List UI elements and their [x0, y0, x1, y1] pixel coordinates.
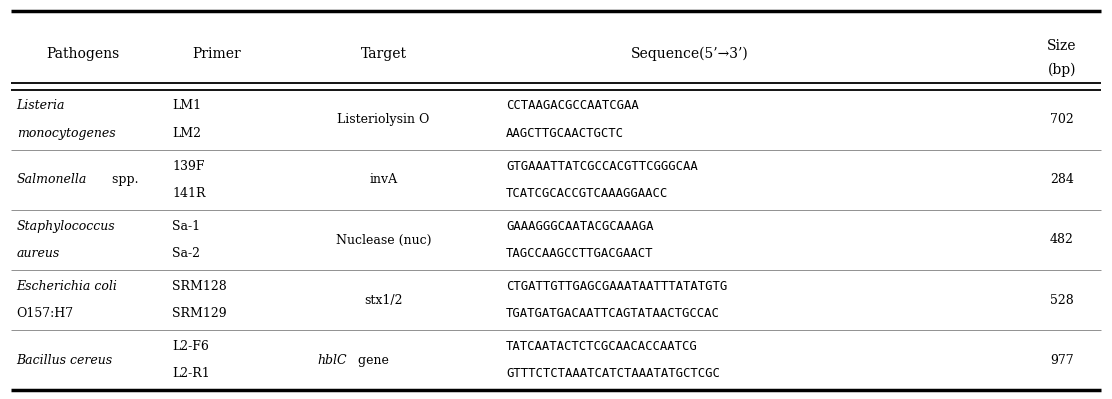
Text: Staphylococcus: Staphylococcus	[17, 220, 116, 233]
Text: stx1/2: stx1/2	[365, 294, 403, 306]
Text: L2-F6: L2-F6	[172, 340, 209, 353]
Text: 977: 977	[1050, 354, 1074, 367]
Text: 482: 482	[1050, 233, 1074, 247]
Text: monocytogenes: monocytogenes	[17, 127, 116, 140]
Text: Nuclease (nuc): Nuclease (nuc)	[336, 233, 431, 247]
Text: Listeria: Listeria	[17, 99, 66, 113]
Text: Listeriolysin O: Listeriolysin O	[337, 113, 430, 126]
Text: Size: Size	[1048, 39, 1076, 53]
Text: Pathogens: Pathogens	[47, 47, 120, 61]
Text: 284: 284	[1050, 174, 1074, 186]
Text: CCTAAGACGCCAATCGAA: CCTAAGACGCCAATCGAA	[506, 99, 638, 113]
Text: gene: gene	[354, 354, 388, 367]
Text: hblC: hblC	[317, 354, 347, 367]
Text: Sequence(5’→3’): Sequence(5’→3’)	[631, 47, 748, 61]
Text: TATCAATACTCTCGCAACACCAATCG: TATCAATACTCTCGCAACACCAATCG	[506, 340, 697, 353]
Text: SRM128: SRM128	[172, 280, 227, 293]
Text: 139F: 139F	[172, 160, 205, 173]
Text: Primer: Primer	[192, 47, 241, 61]
Text: 528: 528	[1050, 294, 1074, 306]
Text: GTTTCTCTAAATCATCTAAATATGCTCGC: GTTTCTCTAAATCATCTAAATATGCTCGC	[506, 367, 719, 381]
Text: Salmonella: Salmonella	[17, 174, 87, 186]
Text: AAGCTTGCAACTGCTC: AAGCTTGCAACTGCTC	[506, 127, 624, 140]
Text: spp.: spp.	[108, 174, 138, 186]
Text: Bacillus cereus: Bacillus cereus	[17, 354, 112, 367]
Text: CTGATTGTTGAGCGAAATAATTTATATGTG: CTGATTGTTGAGCGAAATAATTTATATGTG	[506, 280, 727, 293]
Text: LM2: LM2	[172, 127, 201, 140]
Text: Sa-1: Sa-1	[172, 220, 200, 233]
Text: Sa-2: Sa-2	[172, 247, 200, 260]
Text: invA: invA	[369, 174, 398, 186]
Text: (bp): (bp)	[1048, 63, 1076, 77]
Text: 141R: 141R	[172, 187, 206, 200]
Text: TAGCCAAGCCTTGACGAACT: TAGCCAAGCCTTGACGAACT	[506, 247, 654, 260]
Text: Escherichia coli: Escherichia coli	[17, 280, 118, 293]
Text: TCATCGCACCGTCAAAGGAACC: TCATCGCACCGTCAAAGGAACC	[506, 187, 668, 200]
Text: GAAAGGGCAATACGCAAAGA: GAAAGGGCAATACGCAAAGA	[506, 220, 654, 233]
Text: GTGAAATTATCGCCACGTTCGGGCAA: GTGAAATTATCGCCACGTTCGGGCAA	[506, 160, 697, 173]
Text: aureus: aureus	[17, 247, 60, 260]
Text: 702: 702	[1050, 113, 1074, 126]
Text: Target: Target	[360, 47, 407, 61]
Text: O157:H7: O157:H7	[17, 307, 73, 320]
Text: SRM129: SRM129	[172, 307, 227, 320]
Text: LM1: LM1	[172, 99, 201, 113]
Text: L2-R1: L2-R1	[172, 367, 210, 381]
Text: TGATGATGACAATTCAGTATAACTGCCAC: TGATGATGACAATTCAGTATAACTGCCAC	[506, 307, 719, 320]
